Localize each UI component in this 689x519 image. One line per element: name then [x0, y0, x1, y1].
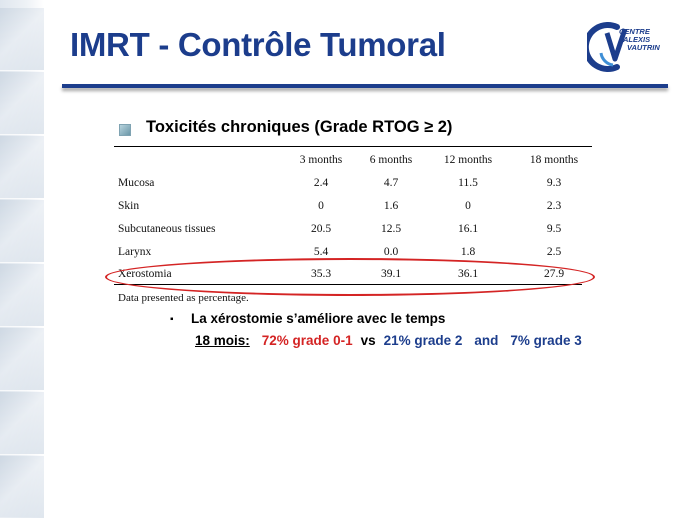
table-header-row: 3 months 6 months 12 months 18 months	[118, 154, 588, 174]
decoration-tile	[0, 456, 44, 519]
grade-summary: 18 mois: 72% grade 0-1 vs 21% grade 2 and 7% …	[195, 333, 582, 348]
table-cell: 1.8	[460, 246, 476, 258]
section-heading: Toxicités chroniques (Grade RTOG ≥ 2)	[146, 118, 453, 136]
decoration-tile	[0, 392, 44, 455]
row-label: Subcutaneous tissues	[118, 223, 216, 235]
table-cell: 4.7	[383, 177, 399, 189]
table-cell: 1.6	[383, 200, 399, 212]
bullet-marker: ▪	[170, 314, 174, 325]
logo-text-line1: CENTRE	[619, 27, 650, 36]
table-cell: 2.5	[546, 246, 562, 258]
table-cell: 5.4	[313, 246, 329, 258]
table-cell: 0.0	[383, 246, 399, 258]
xerostomia-highlight-ellipse	[105, 258, 595, 296]
table-cell: 2.3	[546, 200, 562, 212]
table-cell: 9.5	[546, 223, 562, 235]
header-cell: 18 months	[529, 154, 579, 166]
summary-grade-0-1: 72% grade 0-1	[261, 333, 353, 348]
table-cell: 2.4	[313, 177, 329, 189]
summary-label: 18 mois:	[195, 333, 250, 348]
table-row: Subcutaneous tissues 20.5 12.5 16.1 9.5	[118, 223, 588, 243]
decoration-tile	[0, 328, 44, 391]
table-cell: 20.5	[310, 223, 332, 235]
table-row: Mucosa 2.4 4.7 11.5 9.3	[118, 177, 588, 197]
table-cell: 0	[318, 200, 324, 212]
table-note: Data presented as percentage.	[118, 292, 249, 304]
table-cell: 11.5	[458, 177, 478, 189]
header-cell: 6 months	[369, 154, 413, 166]
header-cell: 12 months	[443, 154, 493, 166]
logo-text-line3: VAUTRIN	[627, 43, 660, 52]
decoration-tile	[0, 8, 44, 71]
summary-and: and	[474, 333, 499, 348]
bullet-text: La xérostomie s’améliore avec le temps	[191, 311, 446, 326]
table-cell: 12.5	[380, 223, 402, 235]
row-label: Larynx	[118, 246, 152, 258]
table-row: Larynx 5.4 0.0 1.8 2.5	[118, 246, 588, 266]
logo-text-line2: ALEXIS	[623, 35, 651, 44]
summary-grade-3: 7% grade 3	[510, 333, 582, 348]
table-top-rule	[114, 146, 592, 147]
slide-title: IMRT - Contrôle Tumoral	[70, 26, 446, 63]
decoration-tile	[0, 264, 44, 327]
section-bullet-icon	[119, 124, 131, 136]
centre-alexis-vautrin-logo	[587, 22, 628, 72]
decoration-tile	[0, 200, 44, 263]
title-underline	[62, 84, 668, 88]
summary-vs: vs	[360, 333, 376, 348]
table-cell: 9.3	[546, 177, 562, 189]
left-decoration-strip	[0, 0, 44, 519]
row-label: Skin	[118, 200, 140, 212]
header-cell: 3 months	[299, 154, 343, 166]
row-label: Mucosa	[118, 177, 155, 189]
decoration-tile	[0, 72, 44, 135]
decoration-tile	[0, 136, 44, 199]
table-row: Skin 0 1.6 0 2.3	[118, 200, 588, 220]
summary-grade-2: 21% grade 2	[383, 333, 463, 348]
table-cell: 16.1	[457, 223, 479, 235]
table-cell: 0	[465, 200, 471, 212]
